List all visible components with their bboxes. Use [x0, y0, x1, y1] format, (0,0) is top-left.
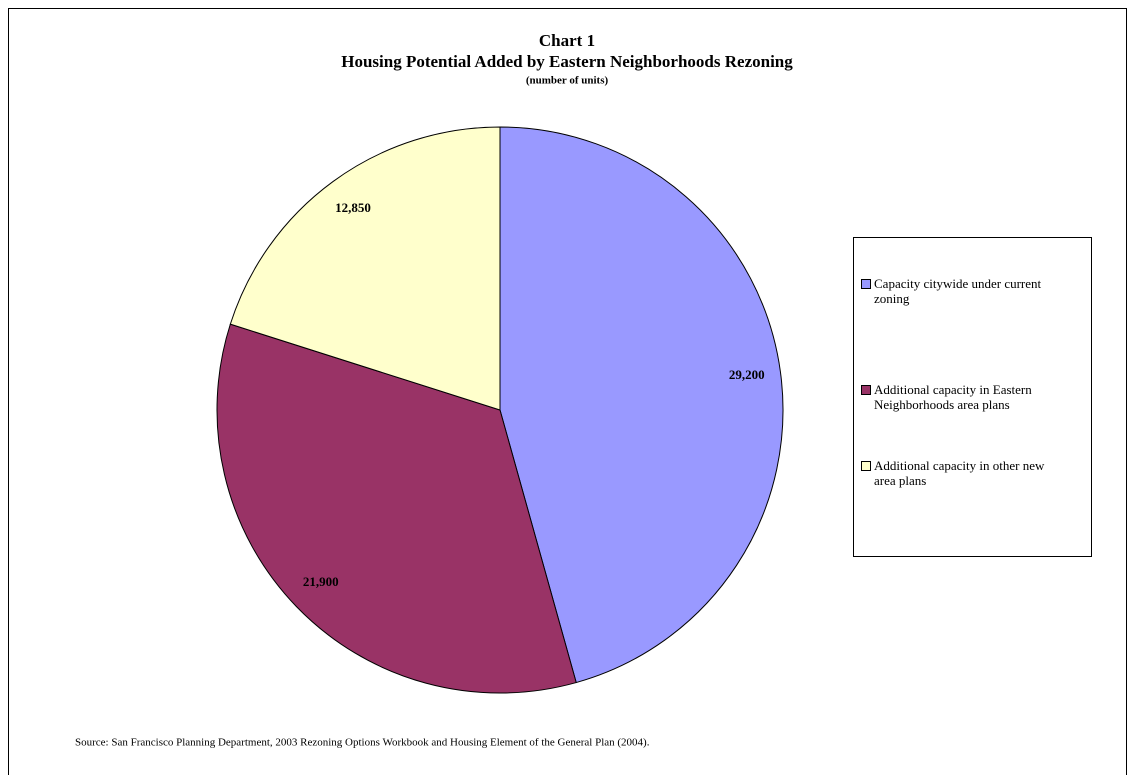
pie-slice [216, 323, 577, 694]
legend-swatch [861, 279, 871, 289]
source-note: Source: San Francisco Planning Departmen… [75, 737, 650, 749]
pie-slice [229, 126, 501, 411]
data-label: 29,200 [729, 367, 765, 382]
chart-units: (number of units) [526, 75, 609, 87]
data-label: 12,850 [335, 200, 371, 215]
data-label: 21,900 [303, 574, 339, 589]
legend-label: Additional capacity in Eastern Neighborh… [874, 382, 1032, 412]
chart-subtitle: Housing Potential Added by Eastern Neigh… [341, 52, 793, 71]
legend-label: Capacity citywide under current zoning [874, 276, 1042, 306]
pie-slice [499, 126, 784, 684]
legend-swatch [861, 461, 871, 471]
legend-box [853, 237, 1092, 557]
chart-title: Chart 1 [539, 31, 595, 50]
legend-label: Additional capacity in other new area pl… [874, 458, 1045, 488]
chart-frame [8, 8, 1127, 775]
legend-swatch [861, 385, 871, 395]
